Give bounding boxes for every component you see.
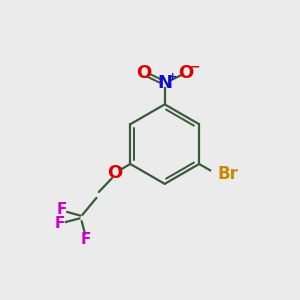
Text: O: O [178, 64, 194, 82]
Text: O: O [136, 64, 151, 82]
Text: Br: Br [217, 165, 238, 183]
Text: F: F [81, 232, 91, 247]
Text: F: F [56, 202, 67, 217]
Text: N: N [157, 74, 172, 92]
Text: −: − [190, 61, 200, 74]
Text: O: O [107, 164, 123, 182]
Text: +: + [167, 72, 177, 82]
Text: F: F [55, 216, 65, 231]
